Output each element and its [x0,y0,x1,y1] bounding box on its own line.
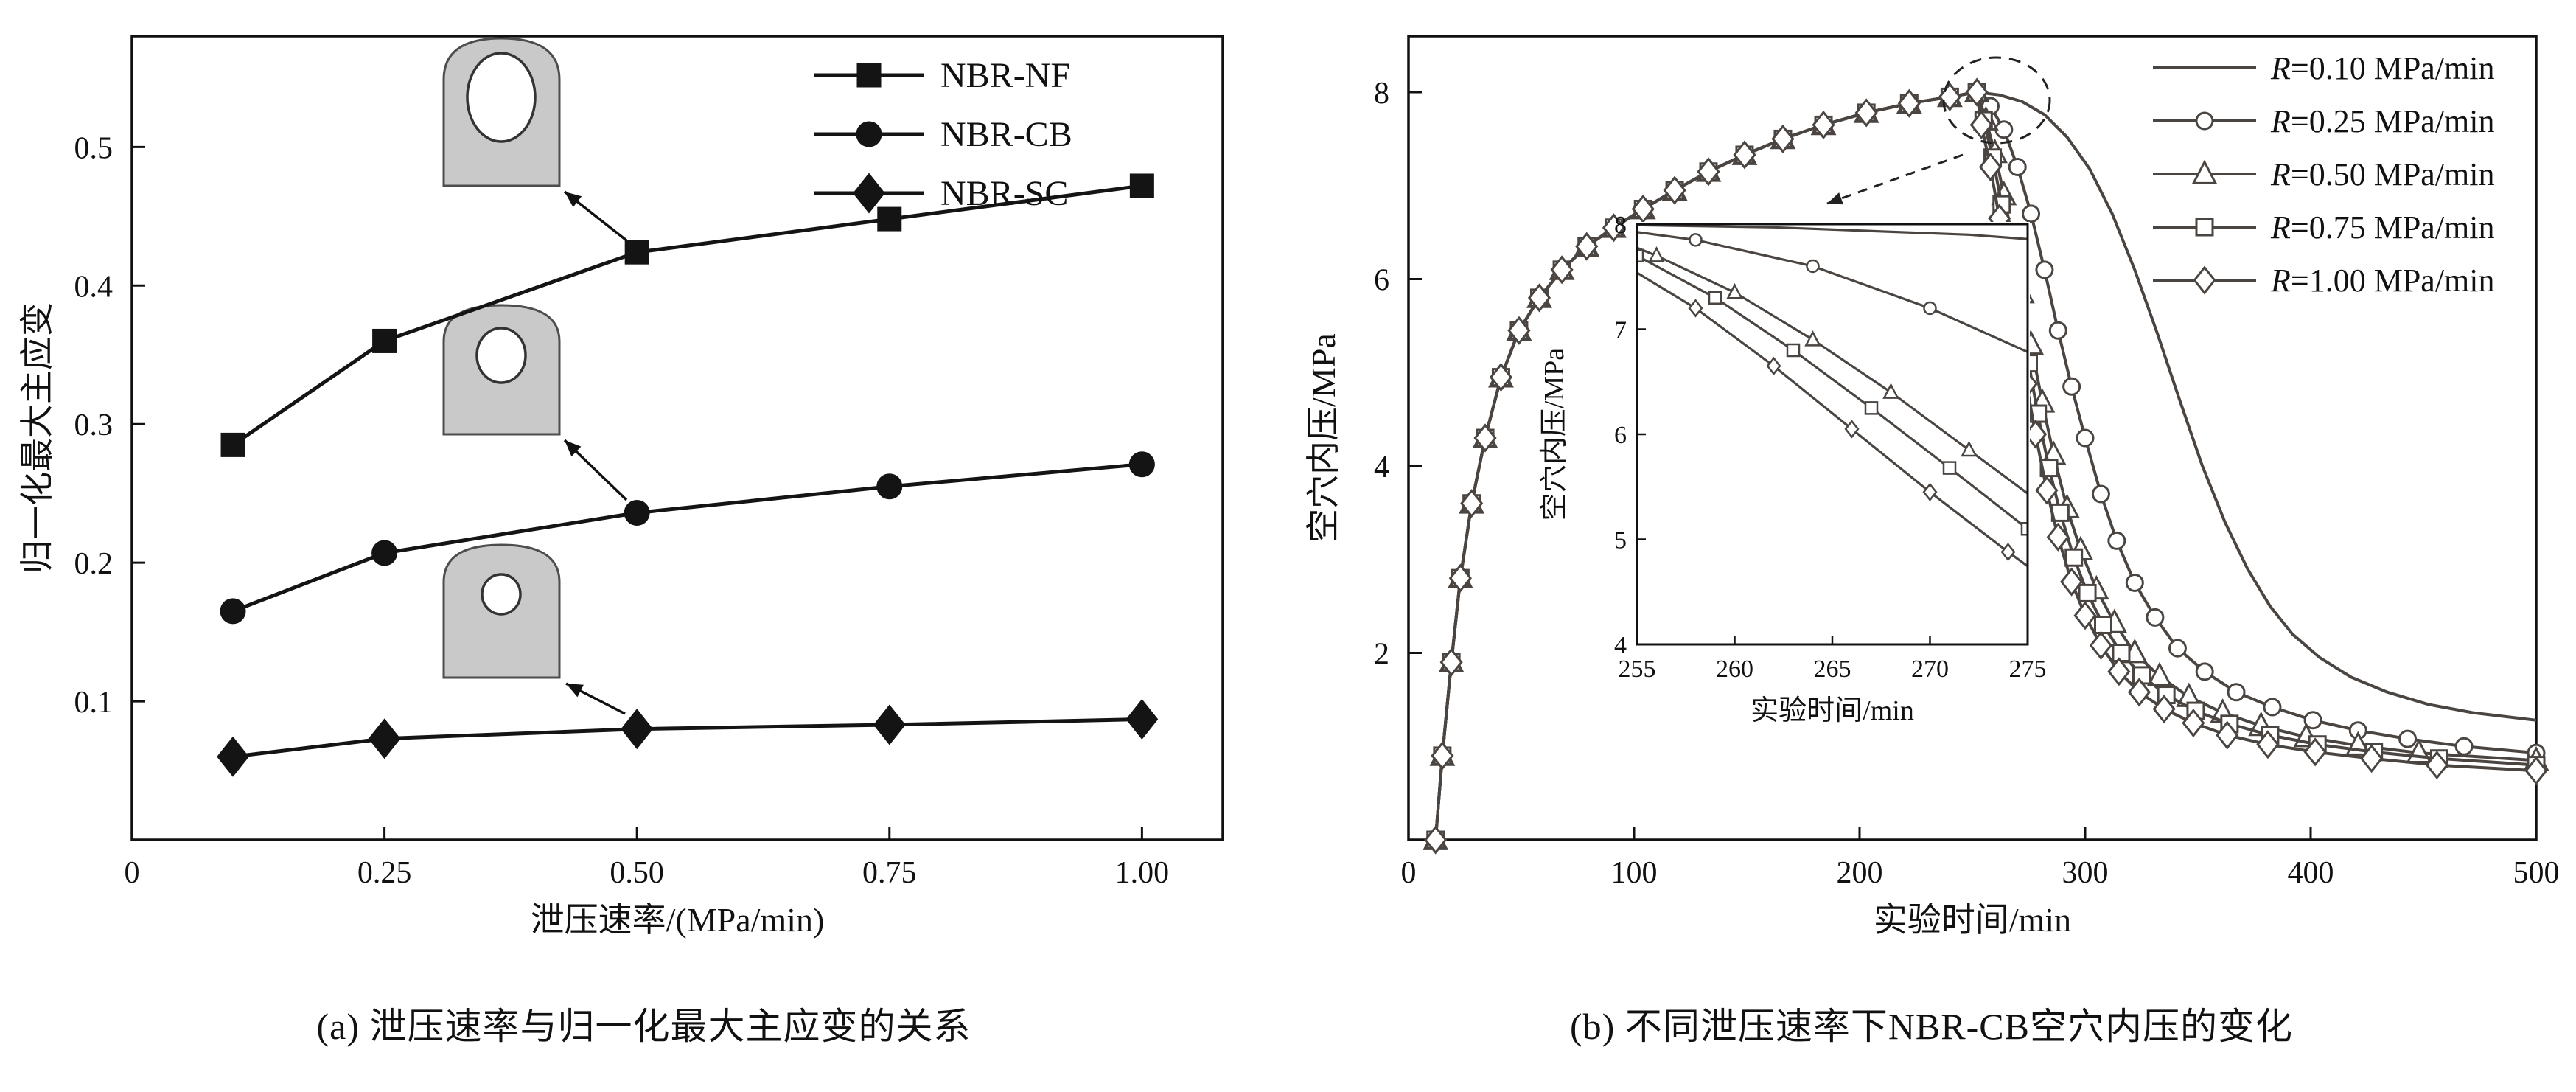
x-axis: 0 100 200 300 400 500 [1400,827,2559,890]
svg-text:0: 0 [1400,856,1416,890]
figure: 0 0.25 0.50 0.75 1.00 0.1 0.2 0.3 0.4 0.5 泄压速率/(MP… [0,10,2575,1050]
svg-text:6: 6 [1614,422,1627,449]
inset-chart: 255 260 265 270 275 4 5 6 7 8 实验时间/min 空穴内压/MPa [1539,212,2047,726]
legend-item-NBR-NF: NBR-NF [813,56,1070,95]
plot-frame [1406,35,2538,841]
legend: NBR-NF NBR-CB NBR-SC [813,56,1072,214]
inset-y-axis-label: 空穴内压/MPa [1539,348,1570,521]
inset-background [1634,222,2030,647]
svg-text:0.25: 0.25 [357,856,411,890]
specimen-sketches [442,37,627,715]
legend-item-R=0.25 MPa/min: R=0.25 MPa/min [2152,103,2495,139]
specimen-medium-cavity [442,304,627,501]
x-axis-label: 泄压速率/(MPa/min) [530,901,824,939]
svg-text:0.1: 0.1 [74,686,113,720]
svg-text:265: 265 [1813,655,1851,683]
series-NBR-NF [220,173,1154,457]
svg-text:0.4: 0.4 [74,270,113,304]
specimen-arrow [563,439,627,501]
legend-label: R=0.10 MPa/min [2270,50,2495,86]
y-axis-label: 空穴内压/MPa [1305,333,1342,543]
svg-text:400: 400 [2287,856,2334,890]
svg-text:500: 500 [2513,856,2559,890]
zoom-annotation [1826,56,2050,205]
caption-b: (b) 不同泄压速率下NBR-CB空穴内压的变化 [1570,1006,2293,1047]
zoom-ellipse [1942,56,2050,145]
svg-text:260: 260 [1716,655,1753,683]
inset-x-axis: 255 260 265 270 275 [1618,636,2046,683]
svg-text:255: 255 [1618,655,1655,683]
y-axis: 2 4 6 8 [1374,77,1422,672]
legend-label: R=0.75 MPa/min [2270,209,2495,246]
legend-item-NBR-SC: NBR-SC [813,173,1068,214]
svg-text:6: 6 [1374,264,1389,298]
legend-label: NBR-SC [940,174,1068,213]
y-axis-label: 归一化最大主应变 [18,302,56,574]
legend: R=0.10 MPa/min R=0.25 MPa/min R=0.50 MPa/m… [2152,50,2495,299]
svg-text:4: 4 [1374,451,1389,484]
chart-a: 0 0.25 0.50 0.75 1.00 0.1 0.2 0.3 0.4 0.5 泄压速率/(MP… [18,35,1224,939]
caption-a: (a) 泄压速率与归一化最大主应变的关系 [316,1006,971,1047]
legend-item-NBR-CB: NBR-CB [813,115,1072,154]
y-axis: 0.1 0.2 0.3 0.4 0.5 [74,131,145,720]
legend-item-R=1.00 MPa/min: R=1.00 MPa/min [2152,262,2495,299]
svg-text:0.50: 0.50 [610,856,664,890]
cavity-shape [465,52,537,143]
legend-label: R=1.00 MPa/min [2270,262,2495,299]
legend-item-R=0.50 MPa/min: R=0.50 MPa/min [2152,156,2495,192]
svg-text:0.3: 0.3 [74,408,113,442]
inset-y-axis: 4 5 6 7 8 [1614,212,1646,659]
chart-b: 0 100 200 300 400 500 2 4 6 8 255 260 265 270 275 4 5 6 7 8… [1305,35,2559,939]
series-group [1422,77,2549,855]
svg-text:0.5: 0.5 [74,131,113,165]
svg-text:300: 300 [2062,856,2108,890]
svg-text:0.2: 0.2 [74,547,113,581]
series-NBR-CB [220,451,1155,625]
svg-text:4: 4 [1614,632,1627,659]
svg-text:200: 200 [1836,856,1882,890]
zoom-arrow [1826,153,1964,205]
svg-text:5: 5 [1614,527,1627,554]
svg-text:100: 100 [1610,856,1657,890]
svg-text:0: 0 [124,856,139,890]
plot-frame [130,35,1224,841]
series-NBR-SC [216,699,1158,777]
legend-label: NBR-NF [940,56,1070,95]
x-axis: 0 0.25 0.50 0.75 1.00 [124,827,1169,890]
svg-text:8: 8 [1614,212,1627,239]
svg-text:270: 270 [1911,655,1949,683]
svg-text:2: 2 [1374,638,1389,672]
legend-label: NBR-CB [940,115,1072,154]
specimen-large-cavity [442,37,627,242]
panel-a: 0 0.25 0.50 0.75 1.00 0.1 0.2 0.3 0.4 0.5 泄压速率/(MP… [0,10,1288,1050]
svg-text:1.00: 1.00 [1114,856,1169,890]
cavity-shape [475,327,527,384]
legend-label: R=0.50 MPa/min [2270,156,2495,192]
svg-text:8: 8 [1374,77,1389,111]
inset-x-axis-label: 实验时间/min [1751,695,1914,726]
specimen-small-cavity [442,543,626,715]
cavity-shape [480,573,522,616]
legend-item-R=0.75 MPa/min: R=0.75 MPa/min [2152,209,2495,246]
svg-text:7: 7 [1614,317,1627,344]
legend-item-R=0.10 MPa/min: R=0.10 MPa/min [2152,50,2495,86]
specimen-arrow [565,682,626,715]
svg-text:275: 275 [2008,655,2046,683]
x-axis-label: 实验时间/min [1873,901,2070,939]
legend-label: R=0.25 MPa/min [2270,103,2495,139]
svg-text:0.75: 0.75 [862,856,917,890]
panel-b: 0 100 200 300 400 500 2 4 6 8 255 260 265 270 275 4 5 6 7 8… [1288,10,2575,1050]
inset-series [1636,224,2028,568]
specimen-arrow [563,190,627,242]
